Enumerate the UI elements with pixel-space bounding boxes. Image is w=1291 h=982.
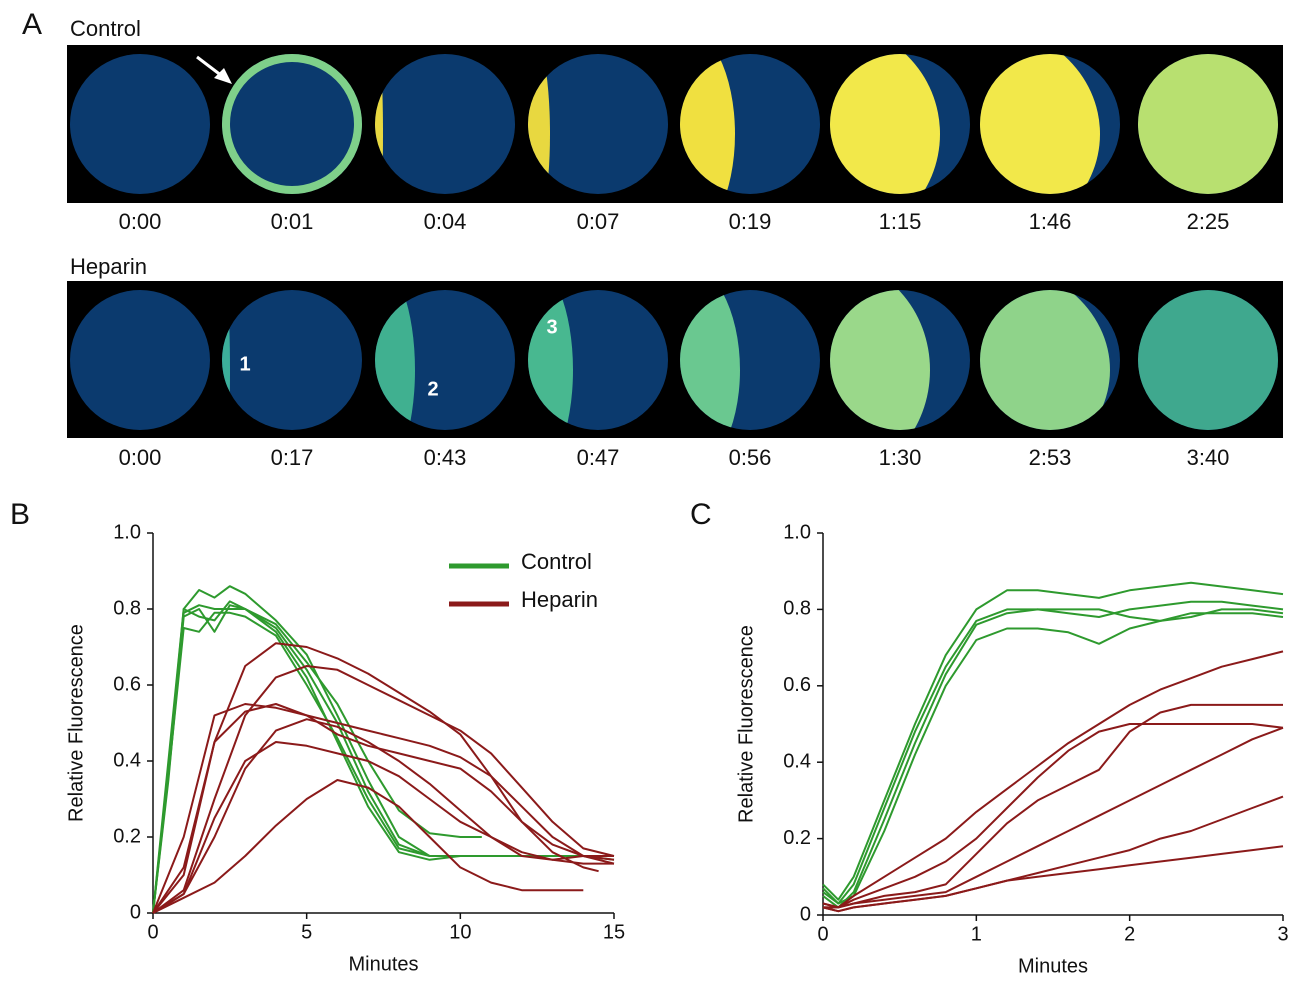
data-line: [822, 600, 1284, 905]
annotation: 3: [546, 316, 557, 338]
cell-image: [70, 54, 210, 194]
y-tick-label: 0.4: [113, 749, 141, 771]
data-line: [152, 604, 615, 914]
panel-label: B: [10, 498, 30, 531]
cell-image: [222, 290, 362, 430]
wave-front: [1138, 290, 1278, 430]
time-label: 0:43: [424, 445, 467, 470]
y-tick-label: 0.8: [113, 597, 141, 619]
annotation: 2: [427, 378, 438, 400]
annotation: 1: [239, 353, 250, 375]
time-label: 1:30: [879, 445, 922, 470]
time-label: 0:17: [271, 445, 314, 470]
y-tick-label: 0: [800, 903, 811, 925]
y-tick-label: 0.6: [113, 673, 141, 695]
y-tick-label: 0.4: [783, 750, 811, 772]
wave-front: [980, 290, 1110, 430]
x-tick-label: 3: [1277, 923, 1288, 945]
y-tick-label: 1.0: [113, 521, 141, 543]
data-line: [152, 703, 615, 914]
time-label: 0:00: [119, 209, 162, 234]
time-label: 0:19: [729, 209, 772, 234]
time-label: 0:56: [729, 445, 772, 470]
x-tick-label: 0: [147, 921, 158, 943]
cell-image: [375, 54, 515, 194]
panel-label: A: [22, 8, 42, 41]
wave-front: [1138, 54, 1278, 194]
x-axis-label: Minutes: [1018, 955, 1088, 977]
strip-label: Heparin: [70, 254, 147, 279]
time-label: 2:25: [1187, 209, 1230, 234]
data-line: [152, 665, 615, 914]
y-tick-label: 0: [130, 901, 141, 923]
time-label: 0:00: [119, 445, 162, 470]
cell-ring: [222, 54, 362, 194]
y-tick-label: 0.6: [783, 674, 811, 696]
cell-image: [528, 54, 668, 194]
x-tick-label: 10: [449, 921, 471, 943]
time-label: 2:53: [1029, 445, 1072, 470]
data-line: [152, 703, 615, 914]
data-line: [822, 650, 1284, 909]
wave-front: [830, 290, 930, 430]
data-line: [152, 600, 614, 914]
data-line: [822, 608, 1284, 909]
time-label: 0:04: [424, 209, 467, 234]
time-label: 0:01: [271, 209, 314, 234]
data-line: [152, 642, 599, 914]
data-line: [152, 718, 614, 914]
strip-label: Control: [70, 16, 141, 41]
y-axis-label: Relative Fluorescence: [735, 625, 757, 823]
legend-label: Heparin: [521, 587, 598, 612]
arrow-head: [214, 68, 232, 84]
data-line: [822, 845, 1284, 913]
y-tick-label: 0.8: [783, 598, 811, 620]
data-line: [822, 612, 1284, 905]
x-tick-label: 5: [301, 921, 312, 943]
data-line: [822, 581, 1284, 901]
data-line: [152, 741, 614, 914]
y-tick-label: 0.2: [113, 825, 141, 847]
time-label: 3:40: [1187, 445, 1230, 470]
data-line: [152, 611, 614, 914]
panel-label: C: [690, 498, 712, 531]
time-label: 1:46: [1029, 209, 1072, 234]
legend-label: Control: [521, 549, 592, 574]
data-line: [823, 726, 1284, 909]
x-tick-label: 1: [971, 923, 982, 945]
data-line: [823, 703, 1283, 909]
time-label: 0:07: [577, 209, 620, 234]
cell-image: [222, 54, 362, 194]
arrow: [196, 55, 223, 78]
data-line: [822, 723, 1284, 909]
x-axis-label: Minutes: [348, 953, 418, 975]
y-tick-label: 0.2: [783, 827, 811, 849]
x-tick-label: 15: [603, 921, 625, 943]
time-label: 0:47: [577, 445, 620, 470]
y-tick-label: 1.0: [783, 521, 811, 543]
cell-image: [70, 290, 210, 430]
data-line: [152, 779, 584, 914]
x-tick-label: 0: [817, 923, 828, 945]
y-axis-label: Relative Fluorescence: [65, 624, 87, 822]
wave-front: [980, 54, 1100, 194]
time-label: 1:15: [879, 209, 922, 234]
wave-front: [830, 54, 940, 194]
x-tick-label: 2: [1124, 923, 1135, 945]
